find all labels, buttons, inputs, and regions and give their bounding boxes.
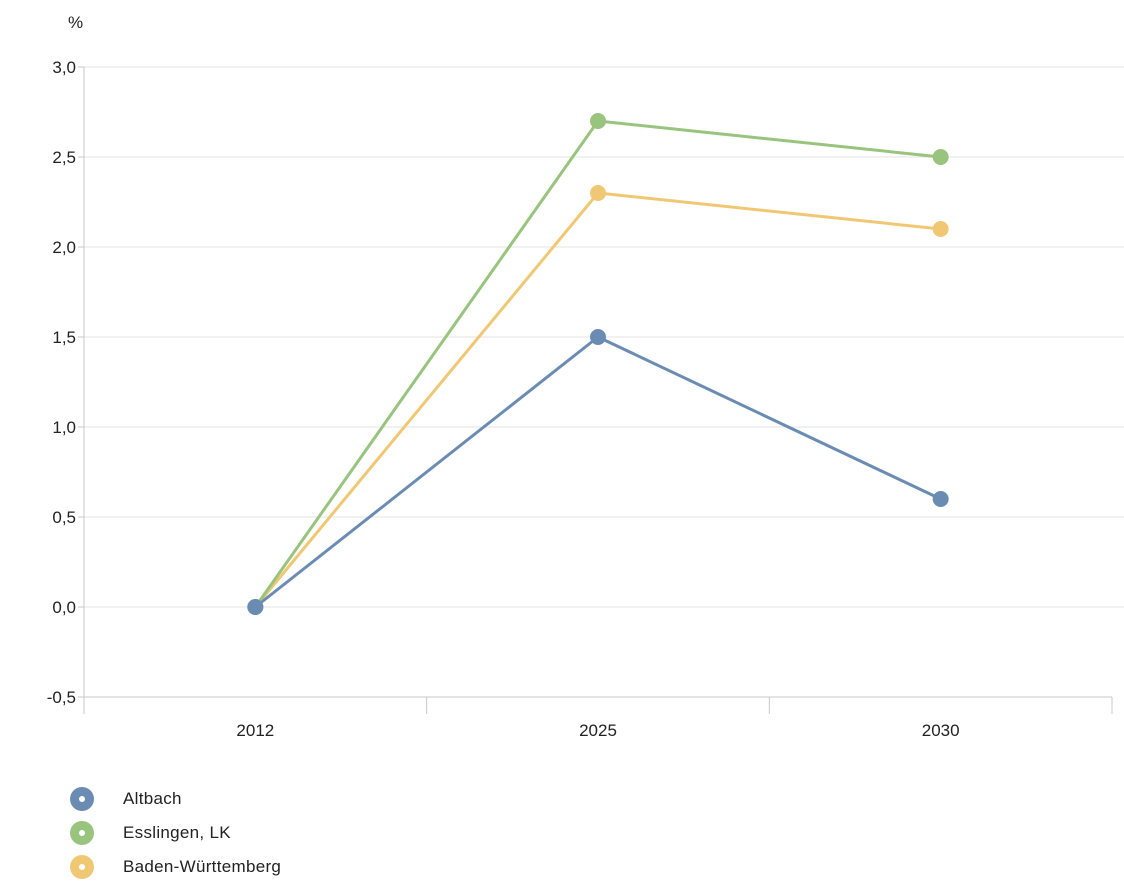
y-tick-label: 1,5 [52, 328, 76, 347]
y-tick-label: 0,5 [52, 508, 76, 527]
series-line-0 [254, 335, 942, 609]
legend-label: Baden-Württemberg [123, 857, 282, 876]
legend-label: Esslingen, LK [123, 823, 231, 842]
legend-item-esslingen[interactable]: Esslingen, LK [68, 816, 281, 850]
y-tick-label: 3,0 [52, 58, 76, 77]
y-axis-unit-label: % [68, 13, 83, 32]
data-point-series-2[interactable] [932, 221, 949, 237]
x-tick-label: 2030 [922, 721, 960, 740]
y-tick-label: 2,0 [52, 238, 76, 257]
y-tick-labels: 3,0 2,5 2,0 1,5 1,0 0,5 0,0 -0,5 [47, 58, 76, 707]
line-chart: % 3,0 2,5 2,0 1,5 1,0 0,5 0,0 -0,5 2012 2025 2030 [47, 13, 1124, 740]
x-tick-labels: 2012 2025 2030 [236, 721, 959, 740]
x-tick-label: 2012 [236, 721, 274, 740]
data-point-series-1[interactable] [590, 113, 606, 129]
x-tick-label: 2025 [579, 721, 617, 740]
legend: Altbach Esslingen, LK Baden-Württemberg [68, 782, 281, 884]
legend-marker-icon [68, 819, 96, 847]
legend-marker-icon [68, 853, 96, 881]
axes [78, 66, 1113, 714]
legend-marker-icon [68, 785, 96, 813]
series-line-2 [254, 191, 941, 608]
data-point-series-2[interactable] [590, 185, 606, 201]
data-point-series-0[interactable] [590, 329, 606, 345]
y-tick-label: 2,5 [52, 148, 76, 167]
series-points [247, 113, 949, 615]
y-tick-label: 0,0 [52, 598, 76, 617]
data-point-series-1[interactable] [932, 149, 949, 165]
y-tick-label: 1,0 [52, 418, 76, 437]
data-point-series-0[interactable] [247, 599, 264, 615]
y-tick-label: -0,5 [47, 688, 76, 707]
legend-item-baden-wuerttemberg[interactable]: Baden-Württemberg [68, 850, 281, 884]
legend-label: Altbach [123, 789, 182, 808]
legend-item-altbach[interactable]: Altbach [68, 782, 281, 816]
data-point-series-0[interactable] [932, 491, 949, 507]
